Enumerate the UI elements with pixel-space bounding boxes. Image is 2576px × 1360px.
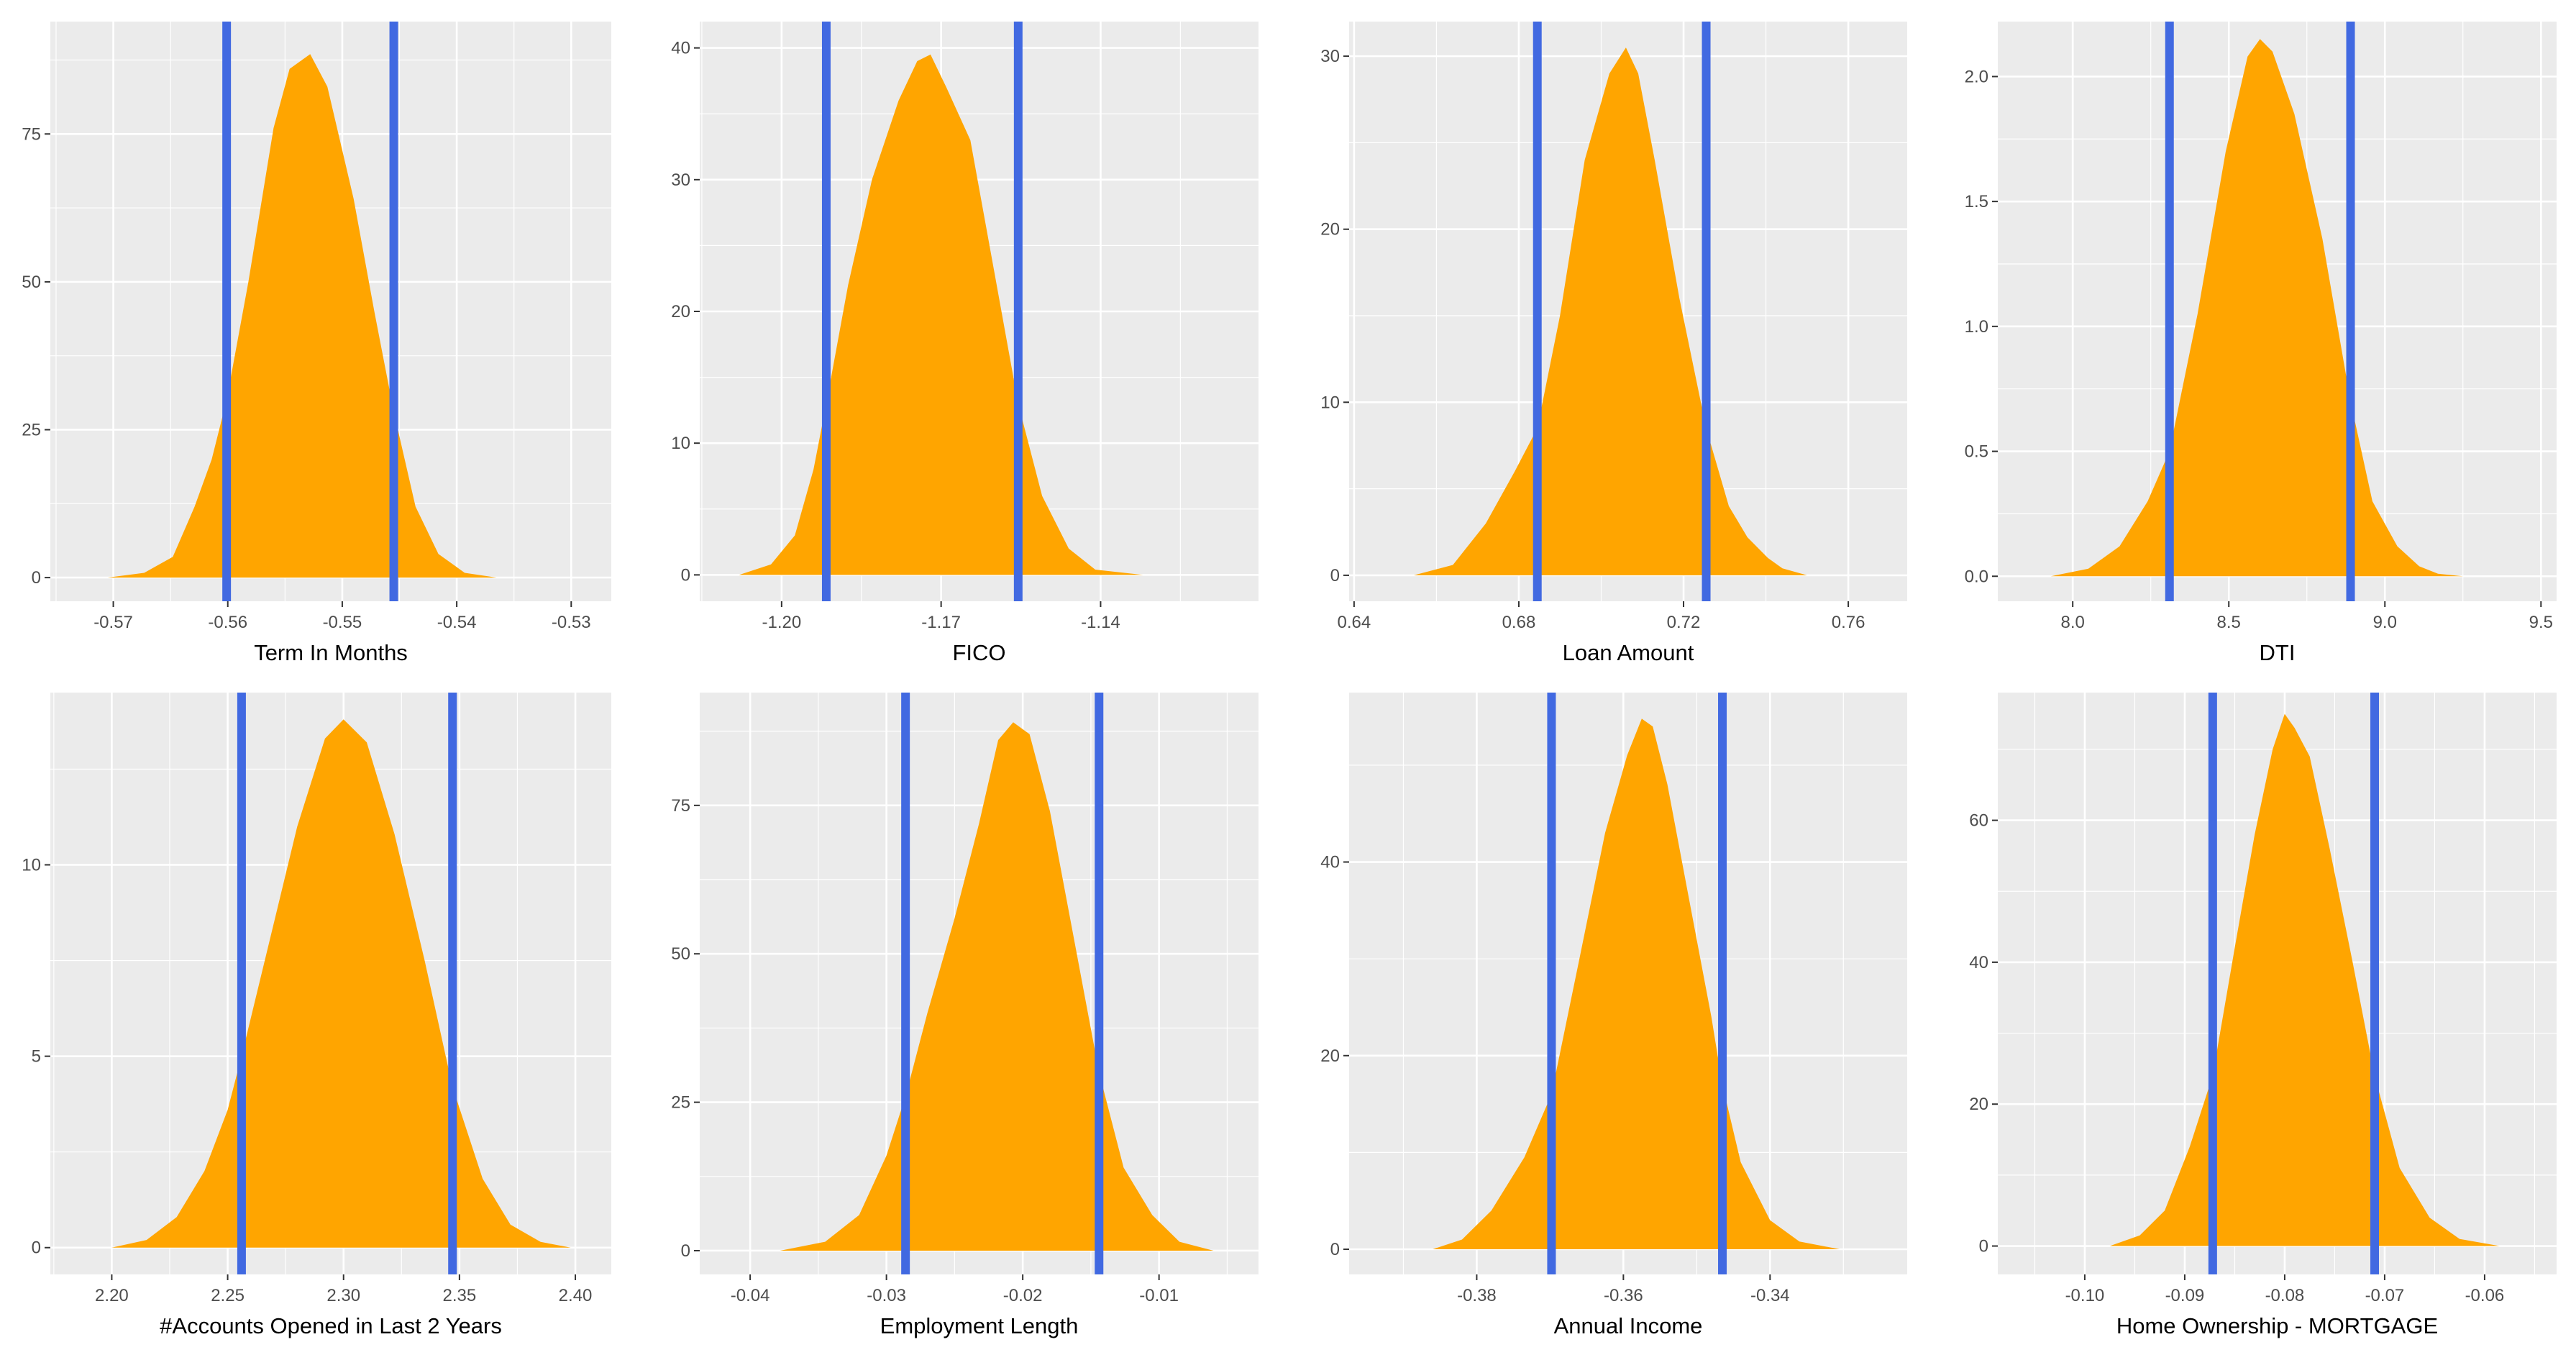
density-panel-3: 0.64 0.68 0.72 0.76 0 10 20 30 Loan Amount <box>1320 22 1907 665</box>
y-tick-label: 40 <box>671 39 690 58</box>
x-tick-label: -0.07 <box>2365 1286 2405 1305</box>
x-tick-label: -1.14 <box>1081 613 1120 632</box>
density-area <box>739 54 1143 575</box>
x-tick-label: 8.0 <box>2060 613 2084 632</box>
y-tick-label: 10 <box>1320 393 1340 412</box>
y-tick-label: 25 <box>22 420 41 439</box>
y-tick-label: 20 <box>1320 1046 1340 1066</box>
y-tick-label: 0 <box>681 1241 690 1261</box>
y-tick-label: 60 <box>1969 811 1988 831</box>
y-tick-label: 75 <box>22 124 41 144</box>
density-panel-6: -0.04 -0.03 -0.02 -0.01 0 25 50 75 Employment Le… <box>671 693 1259 1338</box>
x-tick-label: -0.01 <box>1139 1286 1179 1305</box>
x-axis-title: Annual Income <box>1554 1313 1703 1338</box>
y-tick-label: 40 <box>1969 953 1988 972</box>
density-area <box>780 722 1214 1251</box>
x-axis-title: DTI <box>2260 640 2296 665</box>
y-tick-label: 0.5 <box>1965 442 1988 462</box>
y-tick-label: 1.5 <box>1965 192 1988 211</box>
x-tick-label: 0.76 <box>1832 613 1865 632</box>
x-tick-label: -0.54 <box>437 613 477 632</box>
x-tick-label: -0.56 <box>208 613 247 632</box>
y-tick-label: 0 <box>32 1238 41 1258</box>
x-tick-label: 2.20 <box>95 1286 129 1305</box>
y-tick-label: 50 <box>22 273 41 292</box>
density-panel-4: 8.0 8.5 9.0 9.5 0.0 0.5 1.0 1.5 2.0 DTI <box>1965 22 2557 665</box>
y-tick-label: 10 <box>671 434 690 453</box>
x-tick-label: 2.40 <box>559 1286 593 1305</box>
y-tick-label: 30 <box>671 170 690 190</box>
x-tick-label: 2.30 <box>326 1286 360 1305</box>
x-tick-label: 0.72 <box>1667 613 1701 632</box>
y-tick-label: 0 <box>1330 1240 1340 1259</box>
y-tick-label: 40 <box>1320 853 1340 872</box>
x-tick-label: -0.34 <box>1750 1286 1790 1305</box>
x-tick-label: 9.5 <box>2529 613 2553 632</box>
x-tick-label: 2.35 <box>443 1286 477 1305</box>
density-panel-8: -0.10 -0.09 -0.08 -0.07 -0.06 0 20 40 60 Home Own… <box>1969 693 2557 1338</box>
x-tick-label: 2.25 <box>211 1286 245 1305</box>
y-tick-label: 20 <box>1969 1095 1988 1114</box>
density-panel-2: -1.20 -1.17 -1.14 0 10 20 30 40 FICO <box>671 22 1259 665</box>
x-tick-label: -0.08 <box>2265 1286 2305 1305</box>
y-tick-label: 0.0 <box>1965 567 1988 586</box>
y-tick-label: 0 <box>32 568 41 588</box>
density-area <box>2109 713 2500 1246</box>
y-tick-label: 1.0 <box>1965 317 1988 337</box>
x-tick-label: -0.09 <box>2165 1286 2205 1305</box>
x-tick-label: -1.20 <box>762 613 802 632</box>
y-tick-label: 0 <box>1330 566 1340 585</box>
y-tick-label: 2.0 <box>1965 67 1988 86</box>
x-tick-label: -0.38 <box>1457 1286 1497 1305</box>
x-tick-label: -0.53 <box>552 613 591 632</box>
x-axis-title: FICO <box>952 640 1005 665</box>
x-axis-title: Employment Length <box>880 1313 1079 1338</box>
density-area <box>2050 39 2463 577</box>
x-tick-label: -0.06 <box>2465 1286 2505 1305</box>
y-tick-label: 20 <box>1320 220 1340 239</box>
y-tick-label: 20 <box>671 302 690 321</box>
x-axis-title: Term In Months <box>254 640 408 665</box>
density-panel-5: 2.20 2.25 2.30 2.35 2.40 0 5 10 #Accounts Opened… <box>22 693 611 1338</box>
y-tick-label: 50 <box>671 944 690 964</box>
y-tick-label: 0 <box>1979 1237 1988 1256</box>
x-tick-label: -0.02 <box>1003 1286 1043 1305</box>
x-axis-title: #Accounts Opened in Last 2 Years <box>160 1313 502 1338</box>
x-tick-label: -0.36 <box>1604 1286 1643 1305</box>
density-panel-7: -0.38 -0.36 -0.34 0 20 40 Annual Income <box>1320 693 1907 1338</box>
y-tick-label: 10 <box>22 856 41 875</box>
y-tick-label: 25 <box>671 1093 690 1113</box>
x-axis-title: Home Ownership - MORTGAGE <box>2116 1313 2438 1338</box>
x-axis-title: Loan Amount <box>1563 640 1694 665</box>
x-tick-label: -0.03 <box>867 1286 906 1305</box>
x-tick-label: 9.0 <box>2373 613 2397 632</box>
density-area <box>1433 718 1840 1249</box>
density-area <box>107 54 497 578</box>
y-tick-label: 5 <box>32 1047 41 1067</box>
density-panel-1: -0.57 -0.56 -0.55 -0.54 -0.53 0 25 50 75 Term In … <box>22 22 611 665</box>
y-tick-label: 30 <box>1320 47 1340 66</box>
y-tick-label: 0 <box>681 565 690 585</box>
x-tick-label: -0.57 <box>93 613 133 632</box>
x-tick-label: 0.64 <box>1338 613 1371 632</box>
y-tick-label: 75 <box>671 796 690 816</box>
x-tick-label: -1.17 <box>921 613 961 632</box>
x-tick-label: 0.68 <box>1502 613 1536 632</box>
x-tick-label: -0.55 <box>323 613 362 632</box>
x-tick-label: 8.5 <box>2217 613 2241 632</box>
x-tick-label: -0.10 <box>2065 1286 2105 1305</box>
x-tick-label: -0.04 <box>731 1286 770 1305</box>
